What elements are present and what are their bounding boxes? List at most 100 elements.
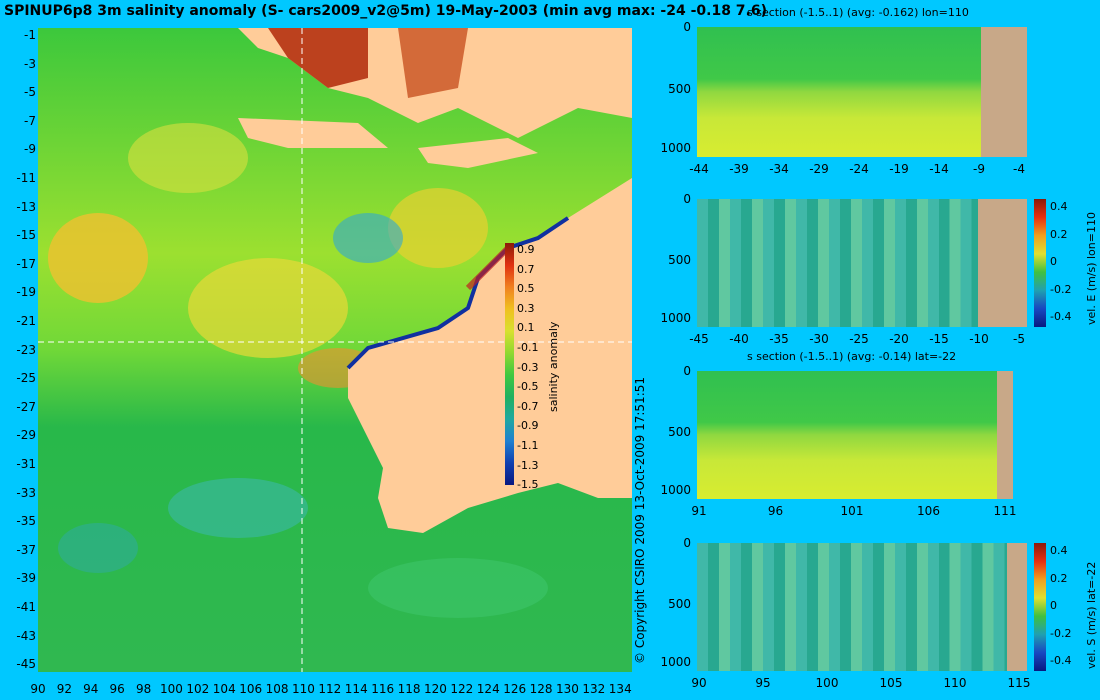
velocity-colorbar-tick: -0.4 xyxy=(1050,654,1072,667)
lat-tick-label: -45 xyxy=(16,657,36,672)
section-x-tick: 90 xyxy=(691,676,707,690)
lat-tick-label: -39 xyxy=(16,571,36,586)
section-x-tick: -15 xyxy=(929,332,949,346)
lat-tick-label: -43 xyxy=(16,628,36,643)
colorbar-tick-label: -0.1 xyxy=(517,341,539,354)
lat-tick-label: -19 xyxy=(16,285,36,300)
lat-tick-label: -31 xyxy=(16,457,36,471)
section-x-tick: 91 xyxy=(691,504,707,518)
lat-tick-label: -23 xyxy=(16,342,36,357)
section-x-tick: 110 xyxy=(943,676,967,690)
lon-tick-label: 100 xyxy=(160,682,183,696)
colorbar-tick-label: -1.5 xyxy=(517,478,539,492)
lon-tick-label: 134 xyxy=(608,682,632,696)
section-y-tick: 1000 xyxy=(660,311,691,326)
lat-tick-label: -15 xyxy=(16,228,36,243)
section-panel[interactable] xyxy=(697,371,1013,499)
section-y-tick: 1000 xyxy=(660,483,691,498)
lon-tick-label: 96 xyxy=(109,682,125,696)
velocity-colorbar-tick: 0 xyxy=(1050,255,1057,268)
section-y-tick: 0 xyxy=(683,192,691,206)
lat-tick-label: -33 xyxy=(16,485,36,500)
velocity-colorbar-tick: -0.2 xyxy=(1050,282,1072,296)
velocity-colorbar-label: vel. S (m/s) lat=-22 xyxy=(1085,561,1098,669)
lon-tick-label: 124 xyxy=(476,682,500,696)
lat-tick-label: -25 xyxy=(16,371,36,386)
lat-tick-label: -37 xyxy=(16,542,36,557)
colorbar-tick-label: -0.3 xyxy=(517,360,539,374)
colorbar-tick-label: -1.3 xyxy=(517,458,539,472)
lat-tick-label: -41 xyxy=(16,600,36,614)
section-x-tick: 96 xyxy=(767,504,784,518)
copyright-text: © Copyright CSIRO 2009 13-Oct-2009 17:51… xyxy=(633,376,647,664)
lat-tick-label: -35 xyxy=(16,514,36,529)
salinity-map[interactable] xyxy=(38,28,632,672)
velocity-colorbar xyxy=(1034,543,1046,671)
section-x-tick: -44 xyxy=(689,162,709,176)
section-x-tick: -4 xyxy=(1013,162,1025,176)
lon-tick-label: 90 xyxy=(30,682,46,696)
section-x-tick: 100 xyxy=(815,676,839,690)
section-x-tick: 95 xyxy=(755,676,771,690)
colorbar-tick-label: -0.9 xyxy=(517,419,539,433)
colorbar-label: salinity anomaly xyxy=(547,321,560,412)
lon-tick-label: 116 xyxy=(371,682,395,696)
section-x-tick: -45 xyxy=(689,332,709,346)
lat-tick-label: -29 xyxy=(16,428,36,443)
section-x-tick: 105 xyxy=(879,676,903,690)
colorbar-tick-label: 0.1 xyxy=(517,321,535,335)
section-y-tick: 500 xyxy=(668,253,691,268)
section-land xyxy=(977,199,1027,327)
lon-tick-label: 114 xyxy=(344,682,368,696)
section-x-tick: 101 xyxy=(840,504,864,518)
lon-tick-label: 110 xyxy=(292,682,315,696)
lon-tick-label: 98 xyxy=(135,682,152,696)
colorbar-tick-label: -1.1 xyxy=(517,439,539,452)
lon-tick-label: 126 xyxy=(503,682,527,696)
lat-tick-label: -13 xyxy=(16,199,36,214)
colorbar-tick-label: 0.9 xyxy=(517,243,535,256)
figure-title: SPINUP6p8 3m salinity anomaly (S- cars20… xyxy=(4,3,768,19)
section-y-tick: 1000 xyxy=(660,655,691,670)
lon-tick-label: 104 xyxy=(212,682,236,696)
section-x-tick: -35 xyxy=(769,332,789,346)
velocity-colorbar-tick: 0.4 xyxy=(1050,200,1068,213)
colorbar-tick-label: -0.5 xyxy=(517,380,539,394)
salinity-map-canvas xyxy=(38,28,632,672)
lat-tick-label: -3 xyxy=(24,56,36,71)
lon-tick-label: 120 xyxy=(424,682,447,696)
section-panel[interactable] xyxy=(697,27,1027,157)
lon-tick-label: 108 xyxy=(265,682,289,696)
lat-tick-label: -27 xyxy=(16,399,36,414)
velocity-colorbar-tick: -0.2 xyxy=(1050,626,1072,640)
section-panel[interactable] xyxy=(697,543,1027,671)
lat-tick-label: -5 xyxy=(24,85,36,100)
velocity-colorbar-tick: 0.2 xyxy=(1050,227,1068,241)
lat-tick-label: -1 xyxy=(24,28,36,42)
section-x-tick: -39 xyxy=(729,162,749,176)
section-y-tick: 0 xyxy=(683,536,691,550)
section-x-tick: -9 xyxy=(973,162,985,176)
colorbar-tick-label: -0.7 xyxy=(517,399,539,413)
section-x-tick: -29 xyxy=(809,162,829,176)
section-x-tick: -34 xyxy=(769,162,789,176)
lat-tick-label: -9 xyxy=(24,142,36,157)
lon-tick-label: 130 xyxy=(556,682,579,696)
velocity-colorbar xyxy=(1034,199,1046,327)
section-x-tick: -30 xyxy=(809,332,829,346)
lon-tick-label: 122 xyxy=(450,682,474,696)
lon-tick-label: 132 xyxy=(582,682,606,696)
section-x-tick: -40 xyxy=(729,332,749,346)
section-panel[interactable] xyxy=(697,199,1027,327)
section-land xyxy=(1007,543,1027,671)
section-panel-title: s section (-1.5..1) (avg: -0.162) lon=11… xyxy=(747,6,969,19)
salinity-colorbar xyxy=(505,243,514,485)
lon-tick-label: 112 xyxy=(318,682,342,696)
section-x-tick: -10 xyxy=(969,332,989,346)
velocity-colorbar-label: vel. E (m/s) lon=110 xyxy=(1085,212,1098,325)
australia-land xyxy=(348,178,632,533)
section-y-tick: 0 xyxy=(683,364,691,378)
velocity-colorbar-tick: -0.4 xyxy=(1050,310,1072,323)
colorbar-tick-label: 0.5 xyxy=(517,282,535,296)
lat-tick-label: -7 xyxy=(24,113,36,128)
